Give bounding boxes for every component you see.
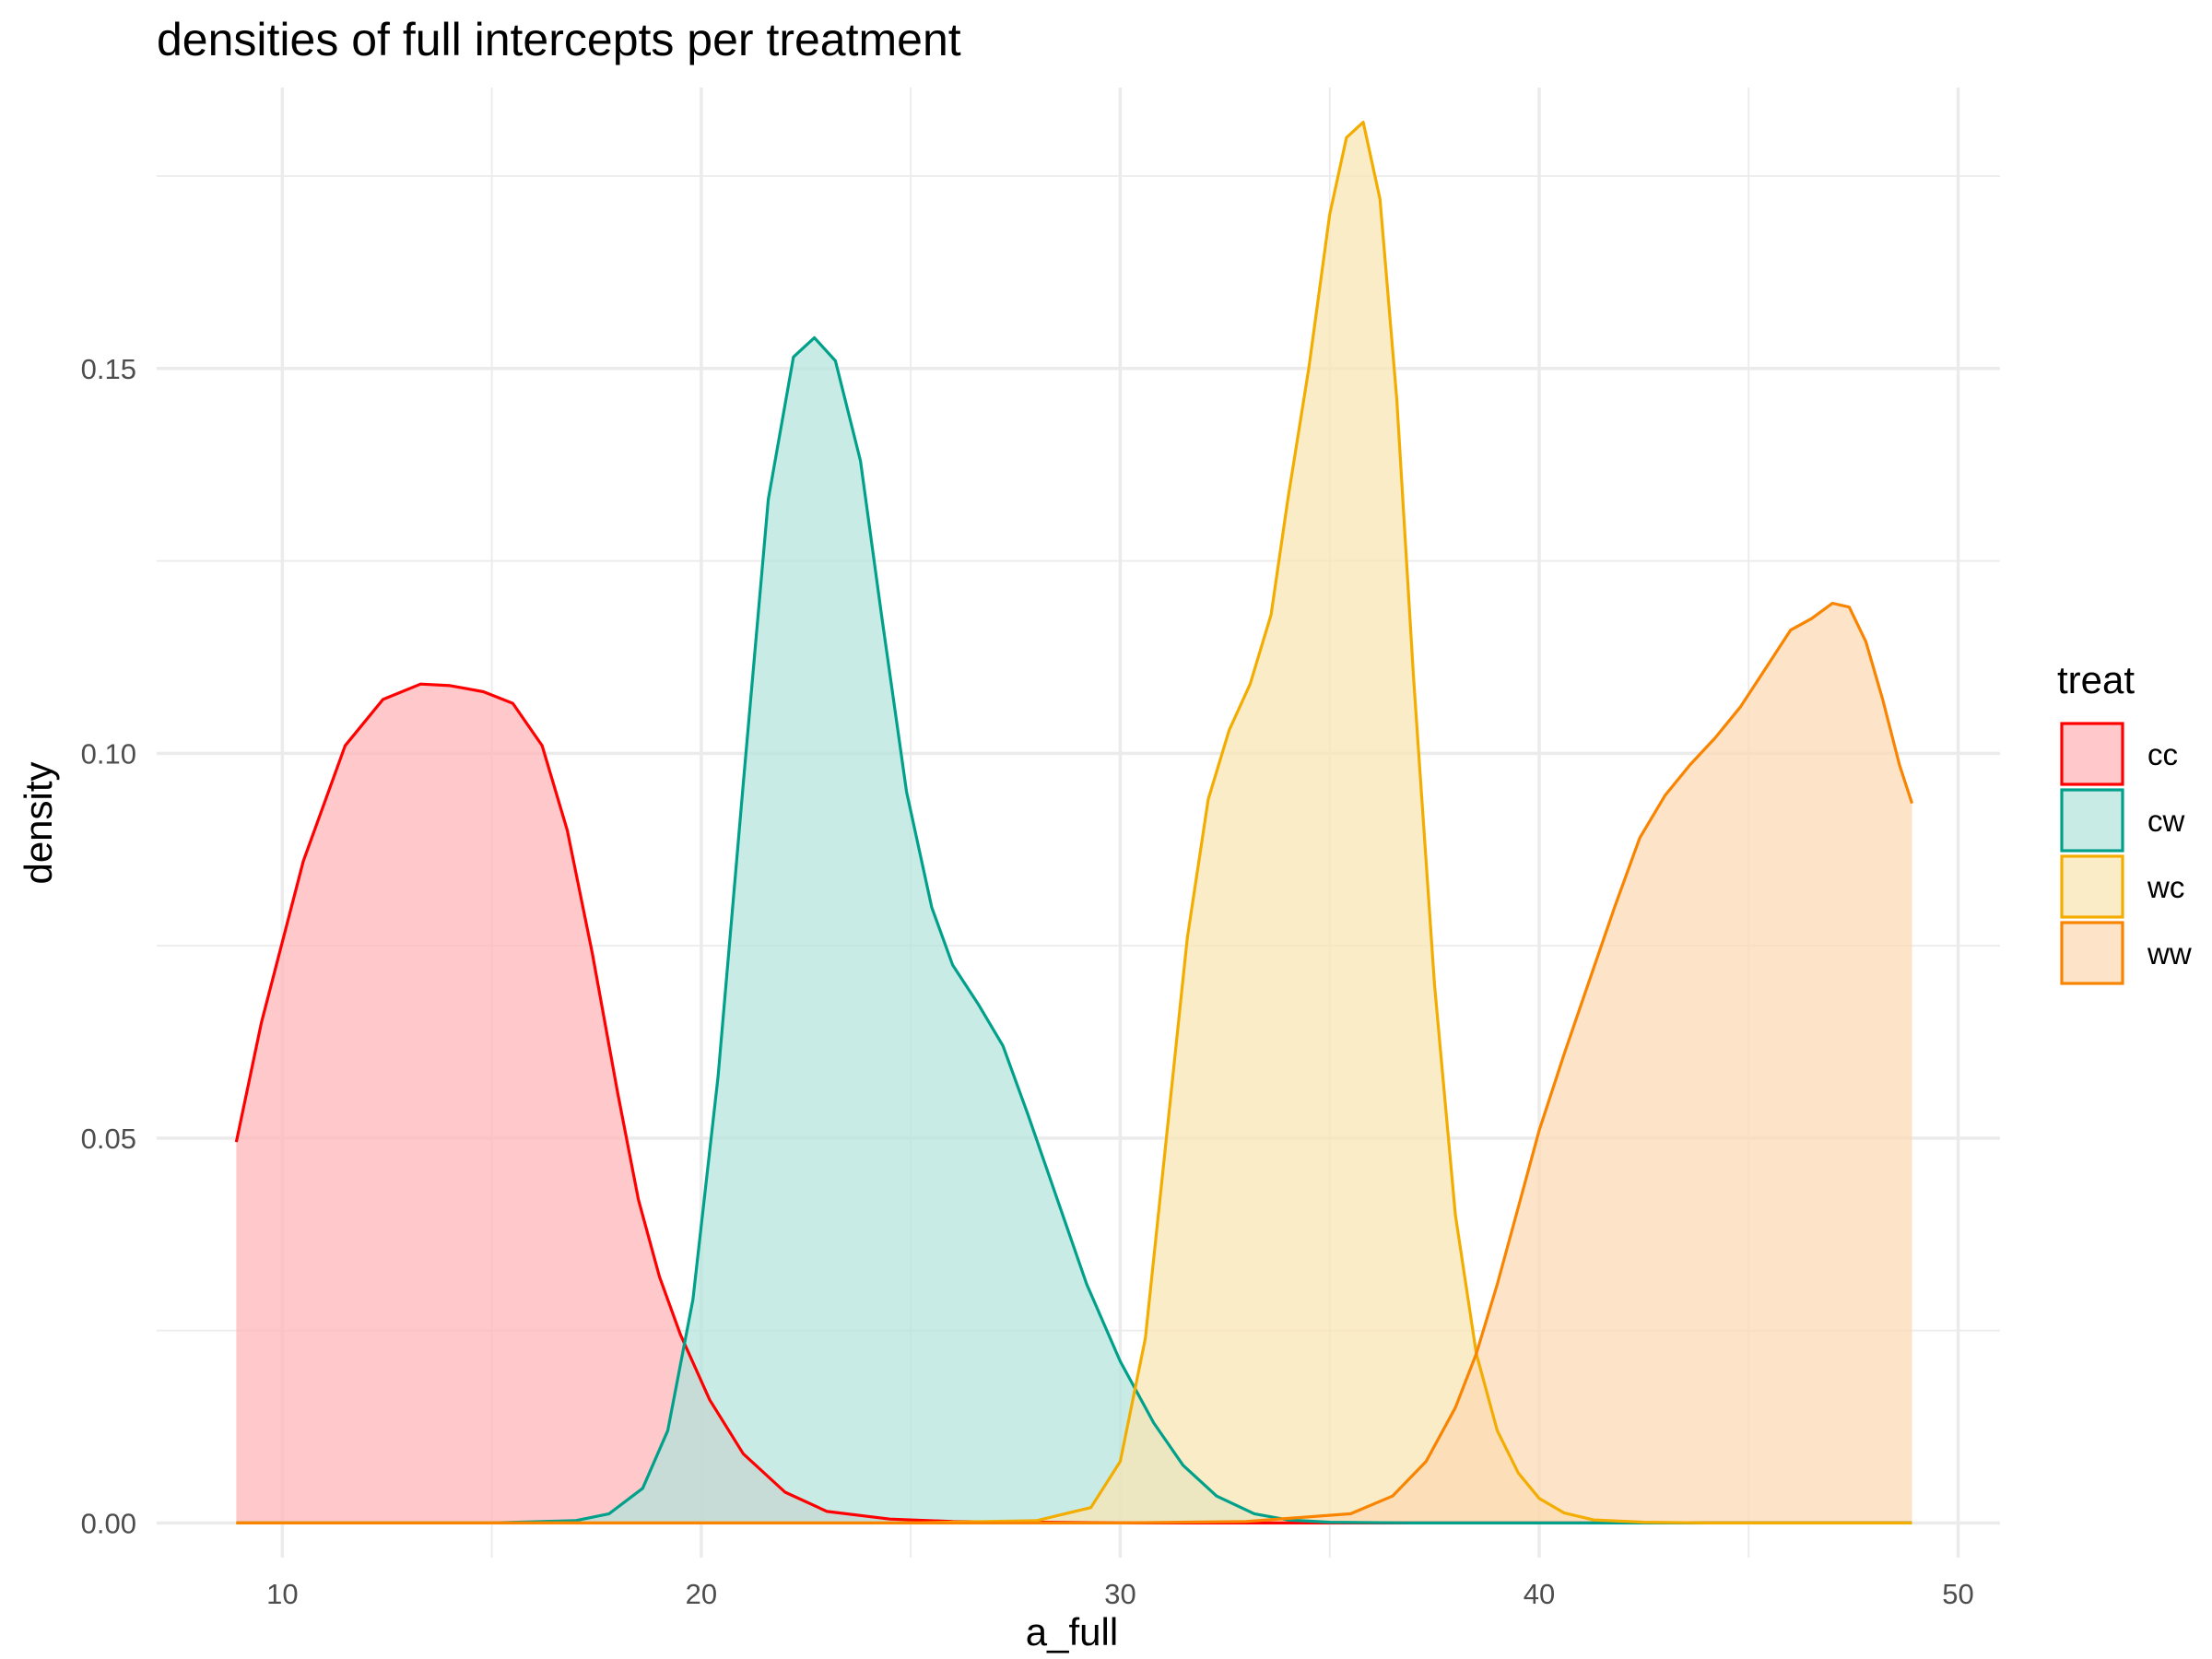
legend: treat cc cw wc ww [2057,658,2192,985]
x-tick-label: 50 [1942,1578,1973,1610]
x-tick-label: 40 [1524,1578,1555,1610]
legend-label-wc: wc [2147,870,2184,904]
density-line-cw [236,335,1912,1524]
density-line-ww [236,601,1914,1524]
y-tick-label: 0.00 [81,1507,136,1539]
density-area-cw [236,337,1912,1524]
legend-key-ww [2060,921,2124,985]
x-axis-title: a_full [1026,1610,1118,1653]
y-axis-ticks: 0.00 0.05 0.10 0.15 [81,353,136,1540]
x-axis-ticks: 10 20 30 40 50 [266,1578,1974,1610]
legend-key-cc [2060,722,2124,786]
x-tick-label: 30 [1104,1578,1135,1610]
y-axis-title: density [17,761,60,884]
density-lines [234,121,1914,1524]
legend-label-cc: cc [2147,737,2178,771]
legend-key-cw [2060,788,2124,853]
chart-title: densities of full intercepts per treatme… [157,14,961,65]
x-tick-label: 20 [686,1578,717,1610]
y-tick-label: 0.15 [81,353,136,385]
legend-label-cw: cw [2147,804,2185,838]
density-line-cc [234,682,1912,1524]
y-tick-label: 0.05 [81,1123,136,1155]
legend-title: treat [2057,658,2135,701]
density-line-wc [236,121,1912,1524]
density-area-ww [236,603,1912,1524]
density-area-cc [236,684,1912,1524]
legend-label-ww: ww [2147,936,2192,971]
legend-key-wc [2060,854,2124,919]
x-tick-label: 10 [266,1578,298,1610]
y-tick-label: 0.10 [81,737,136,770]
density-areas [236,122,1912,1524]
